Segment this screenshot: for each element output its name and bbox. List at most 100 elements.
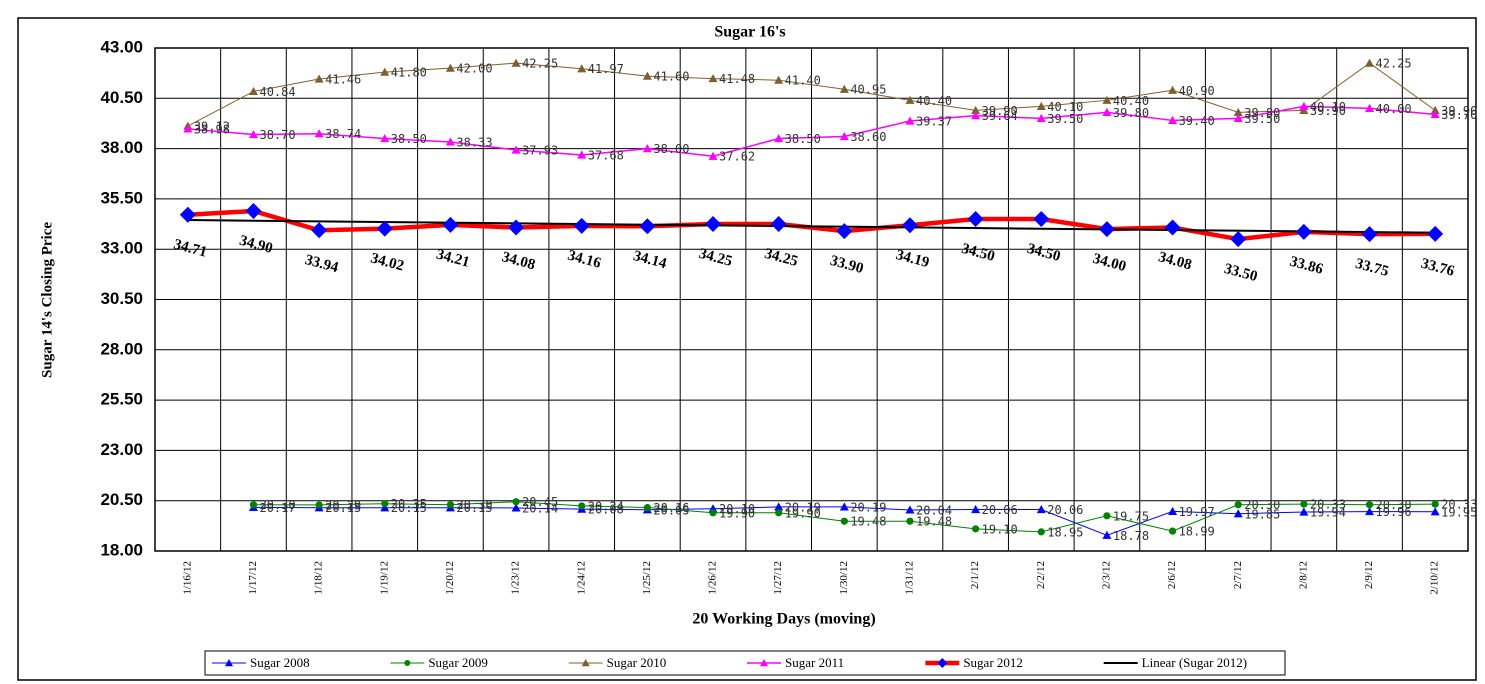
- point: [1168, 85, 1178, 94]
- x-tick-label: 1/16/12: [181, 561, 193, 595]
- point: [1103, 512, 1111, 520]
- point: [1299, 507, 1309, 516]
- data-label: 19.97: [1179, 505, 1215, 519]
- point: [1430, 109, 1440, 118]
- data-label: 18.99: [1179, 525, 1215, 539]
- point: [1102, 95, 1112, 104]
- data-label: 20.30: [259, 498, 295, 512]
- data-label: 39.80: [1244, 106, 1280, 120]
- data-label: 20.30: [1376, 498, 1412, 512]
- point: [1365, 58, 1375, 67]
- point: [179, 206, 196, 223]
- x-tick-label: 2/6/12: [1166, 561, 1178, 589]
- point: [906, 517, 914, 525]
- data-label: 39.64: [982, 109, 1018, 123]
- data-label: 19.90: [719, 506, 755, 520]
- data-label: 39.12: [194, 120, 230, 134]
- legend-marker: [581, 659, 590, 667]
- point: [248, 86, 258, 96]
- point: [775, 509, 783, 517]
- point: [1361, 226, 1378, 243]
- data-label: 38.33: [456, 135, 492, 149]
- trendline: [187, 219, 1436, 234]
- data-label: 20.15: [456, 501, 492, 515]
- data-label: 20.15: [325, 501, 361, 515]
- legend-label: Sugar 2008: [250, 655, 310, 670]
- data-label: 18.78: [1113, 529, 1149, 543]
- legend-label: Linear (Sugar 2012): [1142, 655, 1247, 670]
- point: [512, 498, 520, 506]
- data-label: 20.33: [1310, 498, 1346, 512]
- point: [774, 502, 784, 511]
- data-label: 40.95: [850, 83, 886, 97]
- point: [511, 58, 521, 67]
- data-label: 40.00: [1376, 102, 1412, 116]
- point: [1168, 506, 1178, 515]
- y-tick-label: 35.50: [100, 188, 143, 207]
- data-label: 38.70: [259, 128, 295, 142]
- data-label: 19.75: [1113, 509, 1149, 523]
- legend-label: Sugar 2011: [785, 655, 844, 670]
- point: [445, 137, 455, 146]
- point: [1098, 221, 1115, 238]
- data-label: 18.95: [1047, 525, 1083, 539]
- point: [839, 502, 849, 511]
- point: [445, 63, 455, 72]
- point: [905, 116, 915, 125]
- point: [967, 211, 984, 228]
- point: [508, 219, 525, 236]
- data-label: 42.25: [522, 57, 558, 71]
- data-label: 20.30: [1244, 498, 1280, 512]
- point: [248, 130, 258, 139]
- point: [1299, 101, 1309, 110]
- data-label: 38.98: [194, 122, 230, 136]
- data-label: 40.90: [1179, 84, 1215, 98]
- point: [380, 67, 390, 76]
- point: [573, 217, 590, 234]
- plot-area: [154, 47, 1469, 552]
- data-label: 41.40: [785, 74, 821, 88]
- y-tick-label: 38.00: [100, 138, 143, 157]
- point: [1168, 115, 1178, 125]
- x-tick-label: 1/23/12: [510, 561, 522, 595]
- data-label: 42.00: [456, 62, 492, 76]
- data-label: 20.30: [456, 498, 492, 512]
- point: [1233, 113, 1243, 123]
- x-tick-label: 1/30/12: [838, 561, 850, 595]
- point: [901, 217, 918, 234]
- point: [770, 216, 787, 233]
- data-label: 19.48: [850, 515, 886, 529]
- point: [971, 105, 981, 114]
- data-label: 40.84: [259, 85, 295, 99]
- point: [705, 216, 722, 233]
- point: [639, 218, 656, 235]
- data-label: 20.45: [522, 495, 558, 509]
- series-line: [187, 208, 1436, 242]
- data-label: 20.06: [1047, 503, 1083, 517]
- data-label: 41.60: [653, 70, 689, 84]
- x-tick-label: 2/3/12: [1100, 561, 1112, 589]
- point: [376, 220, 393, 237]
- legend-marker: [937, 658, 948, 668]
- point: [511, 145, 521, 154]
- data-label: 37.62: [719, 150, 755, 164]
- point: [1295, 223, 1312, 240]
- point: [381, 500, 389, 508]
- point: [1300, 500, 1308, 508]
- data-label: 39.37: [916, 115, 952, 129]
- point: [1430, 507, 1440, 516]
- point: [839, 132, 849, 141]
- point: [643, 503, 651, 512]
- data-label: 42.25: [1376, 57, 1412, 71]
- data-label: 19.95: [1441, 505, 1477, 519]
- x-tick-label: 1/25/12: [641, 561, 653, 595]
- point: [442, 216, 459, 233]
- point: [249, 501, 258, 509]
- point: [1033, 211, 1050, 228]
- point: [1233, 509, 1243, 518]
- data-label: 39.90: [1310, 104, 1346, 118]
- y-tick-label: 43.00: [100, 37, 143, 56]
- y-tick-label: 23.00: [100, 440, 143, 459]
- data-label: 20.19: [850, 500, 886, 514]
- x-tick-label: 2/2/12: [1035, 561, 1047, 589]
